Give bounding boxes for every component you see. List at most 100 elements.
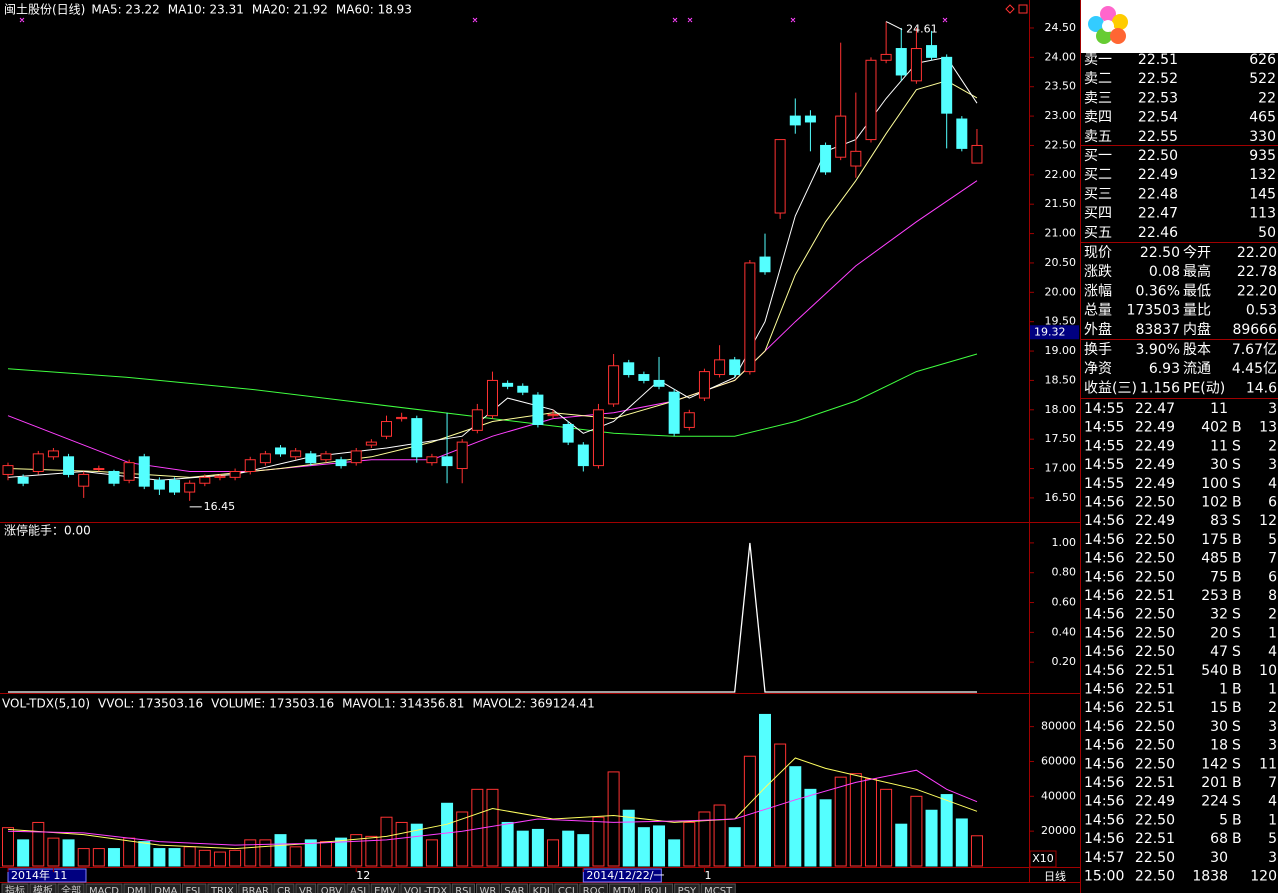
quote-text: 外盘: [1084, 321, 1112, 338]
toolbar-tab[interactable]: 指标: [5, 884, 25, 893]
toolbar-tab-bg[interactable]: [400, 883, 451, 893]
quote-text: 22.50: [1135, 495, 1175, 511]
toolbar-tab[interactable]: MTM: [613, 886, 636, 893]
volume-bar: [516, 830, 529, 867]
quote-text: 0.53: [1246, 303, 1277, 319]
quote-text: 4: [1268, 644, 1277, 660]
toolbar-tab-bg[interactable]: [317, 883, 346, 893]
ma-line: [7, 180, 978, 472]
y-tick-label: 0.40: [1052, 625, 1077, 638]
quote-text: 22.49: [1135, 794, 1175, 810]
toolbar-tab[interactable]: BRAR: [242, 886, 269, 893]
toolbar-tab[interactable]: FSL: [185, 886, 203, 893]
toolbar-tab[interactable]: DMA: [154, 886, 177, 893]
toolbar-tab[interactable]: BOLL: [644, 886, 670, 893]
toolbar-tab-bg[interactable]: [451, 883, 475, 893]
toolbar-tab-bg[interactable]: [346, 883, 370, 893]
quote-text: 14:55: [1084, 457, 1124, 473]
toolbar-tab[interactable]: CR: [277, 886, 291, 893]
volume-bar: [531, 828, 544, 867]
toolbar-tab-bg[interactable]: [475, 883, 500, 893]
candle-body: [865, 59, 877, 141]
quote-text: 4.45亿: [1232, 361, 1277, 377]
volume-bar: [683, 821, 696, 867]
quote-text: 股本: [1183, 342, 1211, 358]
toolbar-tab[interactable]: CCI: [558, 886, 575, 893]
toolbar-tab-bg[interactable]: [700, 883, 736, 893]
indicator-line: [8, 542, 977, 693]
toolbar-tab-bg[interactable]: [500, 883, 529, 893]
toolbar-tab[interactable]: 全部: [61, 884, 81, 893]
marker-diamond: [1005, 4, 1015, 14]
candle-body: [275, 447, 287, 455]
quote-text: 142: [1201, 756, 1228, 772]
toolbar-tab[interactable]: EMV: [374, 886, 396, 893]
toolbar-tab[interactable]: PSY: [678, 886, 697, 893]
candle-body: [320, 453, 332, 461]
toolbar-tab-bg[interactable]: [674, 883, 700, 893]
toolbar-tab[interactable]: TRIX: [210, 886, 234, 893]
toolbar-tab-bg[interactable]: [29, 883, 57, 893]
unit-box: [1029, 850, 1057, 868]
candle-body: [850, 150, 862, 167]
toolbar-tab-bg[interactable]: [238, 883, 273, 893]
volume-bar: [274, 834, 287, 867]
toolbar-tab[interactable]: MCST: [704, 886, 733, 893]
volume-bar: [380, 816, 393, 867]
quote-text: 22.50: [1135, 607, 1175, 623]
toolbar-tab[interactable]: 模板: [33, 884, 53, 893]
toolbar-tab-bg[interactable]: [123, 883, 150, 893]
toolbar-tab-bg[interactable]: [529, 883, 554, 893]
y-tick-label: 60000: [1041, 754, 1076, 767]
toolbar-tab-bg[interactable]: [85, 883, 123, 893]
toolbar-tab[interactable]: KDJ: [533, 886, 550, 893]
volume-bar: [319, 841, 332, 867]
quote-text: 30: [1210, 457, 1228, 473]
quote-text: 120: [1250, 869, 1277, 885]
toolbar-tab[interactable]: ROC: [583, 886, 605, 893]
toolbar-tab[interactable]: ASI: [350, 886, 366, 893]
toolbar-tab[interactable]: RSI: [455, 886, 471, 893]
quote-text: 14:56: [1084, 831, 1124, 847]
quote-text: 11: [1259, 756, 1277, 772]
toolbar-tab-bg[interactable]: [1, 883, 29, 893]
toolbar-tab[interactable]: VOL-TDX: [404, 886, 447, 893]
legend-item: VVOL: 173503.16: [98, 697, 203, 711]
toolbar-tab-bg[interactable]: [609, 883, 640, 893]
quote-text: 买三: [1084, 186, 1112, 202]
toolbar-tab-bg[interactable]: [207, 883, 238, 893]
candle-body: [199, 476, 211, 484]
toolbar-tab[interactable]: OBV: [321, 886, 342, 893]
quote-text: 6: [1268, 569, 1277, 585]
toolbar-tab-bg[interactable]: [273, 883, 295, 893]
logo-url: www.88gs.com: [1160, 35, 1251, 49]
toolbar-tab-bg[interactable]: [640, 883, 674, 893]
toolbar-tab-bg[interactable]: [150, 883, 181, 893]
quote-text: 卖二: [1084, 71, 1112, 87]
toolbar-tab-bg[interactable]: [181, 883, 207, 893]
toolbar-tab[interactable]: SAR: [504, 886, 524, 893]
toolbar-tab-bg[interactable]: [554, 883, 579, 893]
volume-bar: [183, 846, 196, 867]
high-label: 24.61: [906, 23, 938, 36]
stock-title: 闽土股份(日线): [4, 3, 85, 17]
candle-body: [456, 441, 468, 470]
toolbar-tab[interactable]: VR: [299, 886, 313, 893]
quote-text: 22.20: [1237, 245, 1277, 261]
toolbar-tab[interactable]: WR: [479, 886, 496, 893]
toolbar-tab-bg[interactable]: [579, 883, 609, 893]
volume-bar: [819, 799, 832, 867]
volume-bar: [970, 835, 983, 867]
volume-bar: [92, 848, 105, 867]
quote-text: 22.50: [1135, 532, 1175, 548]
toolbar-tab-bg[interactable]: [57, 883, 85, 893]
volume-bar: [198, 849, 211, 867]
quote-text: 22.50: [1135, 644, 1175, 660]
toolbar-tab[interactable]: DMI: [127, 886, 146, 893]
cursor-date-box: [7, 868, 87, 883]
quote-text: 22.51: [1135, 700, 1175, 716]
toolbar-tab[interactable]: MACD: [89, 886, 119, 893]
volume-bar: [728, 827, 741, 867]
toolbar-tab-bg[interactable]: [295, 883, 317, 893]
toolbar-tab-bg[interactable]: [370, 883, 400, 893]
